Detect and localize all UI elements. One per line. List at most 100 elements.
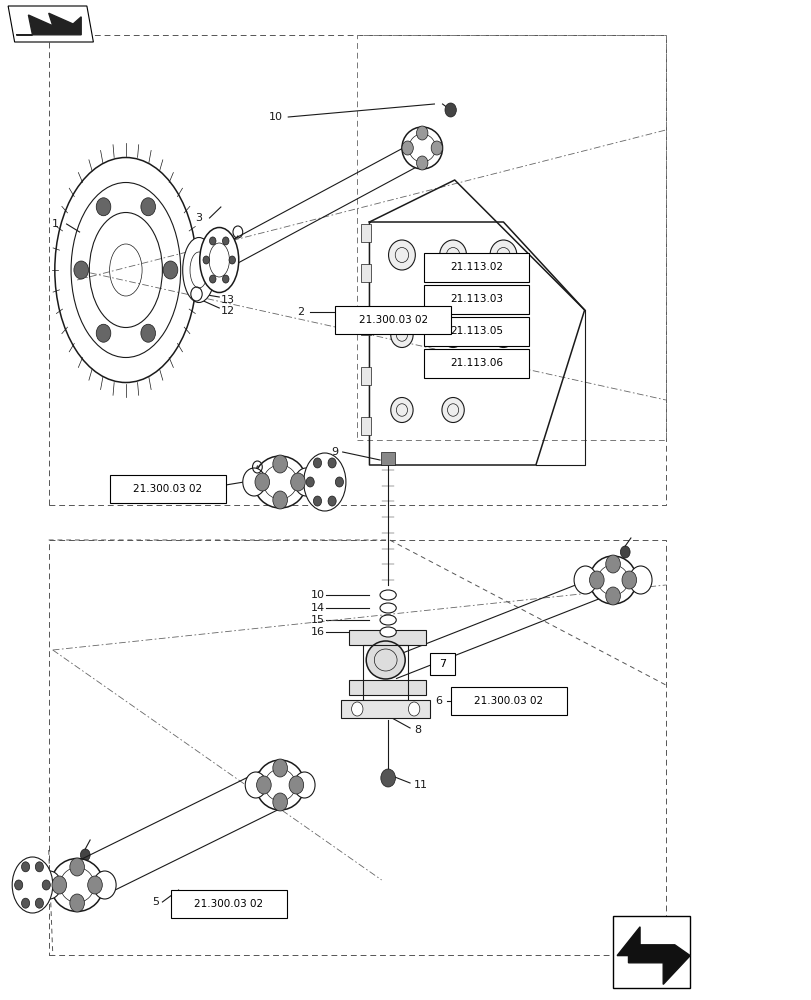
Text: 7: 7	[439, 659, 445, 669]
Ellipse shape	[50, 858, 104, 912]
Circle shape	[88, 876, 102, 894]
Ellipse shape	[441, 397, 464, 422]
Circle shape	[255, 473, 269, 491]
Ellipse shape	[441, 322, 464, 348]
Circle shape	[96, 324, 110, 342]
Circle shape	[222, 275, 229, 283]
Text: 21.113.06: 21.113.06	[449, 358, 503, 368]
Polygon shape	[16, 13, 81, 35]
Bar	[361, 224, 371, 242]
Circle shape	[209, 275, 216, 283]
Circle shape	[328, 458, 336, 468]
Ellipse shape	[401, 127, 442, 169]
Text: 10: 10	[311, 590, 324, 600]
Bar	[341, 700, 430, 718]
Circle shape	[621, 571, 636, 589]
Ellipse shape	[255, 760, 304, 810]
Bar	[361, 367, 371, 385]
Circle shape	[289, 776, 303, 794]
Circle shape	[35, 898, 43, 908]
Bar	[361, 417, 371, 435]
Bar	[170, 890, 286, 918]
Text: 1: 1	[52, 219, 58, 229]
Circle shape	[21, 898, 29, 908]
Circle shape	[15, 880, 23, 890]
Circle shape	[242, 468, 265, 496]
Text: 15: 15	[311, 615, 324, 625]
Ellipse shape	[366, 641, 405, 679]
Ellipse shape	[380, 627, 396, 637]
Circle shape	[351, 702, 363, 716]
Circle shape	[431, 141, 442, 155]
Circle shape	[380, 769, 395, 787]
Text: 10: 10	[268, 112, 283, 122]
Circle shape	[163, 261, 178, 279]
Text: 21.300.03 02: 21.300.03 02	[474, 696, 543, 706]
Circle shape	[245, 772, 266, 798]
Circle shape	[272, 793, 287, 811]
Ellipse shape	[390, 322, 413, 348]
Circle shape	[629, 566, 651, 594]
Circle shape	[272, 759, 287, 777]
Text: 14: 14	[311, 603, 324, 613]
Circle shape	[21, 862, 29, 872]
Text: 21.113.03: 21.113.03	[449, 294, 503, 304]
Circle shape	[140, 198, 155, 216]
Circle shape	[38, 871, 61, 899]
Text: 2: 2	[297, 307, 303, 317]
Bar	[109, 475, 225, 503]
Text: 21.113.05: 21.113.05	[449, 326, 503, 336]
Bar	[430, 653, 454, 675]
Circle shape	[140, 324, 155, 342]
Bar	[349, 680, 426, 695]
Circle shape	[256, 776, 271, 794]
Bar	[423, 253, 529, 282]
Bar	[423, 285, 529, 314]
Circle shape	[306, 477, 314, 487]
Circle shape	[294, 772, 315, 798]
Circle shape	[401, 141, 413, 155]
Circle shape	[80, 849, 90, 861]
Circle shape	[290, 473, 305, 491]
Circle shape	[42, 880, 50, 890]
Ellipse shape	[12, 857, 53, 913]
Ellipse shape	[380, 590, 396, 600]
Circle shape	[272, 491, 287, 509]
Circle shape	[620, 546, 629, 558]
Circle shape	[209, 237, 216, 245]
Text: 11: 11	[414, 780, 427, 790]
Circle shape	[272, 455, 287, 473]
Ellipse shape	[390, 397, 413, 422]
Circle shape	[573, 566, 596, 594]
Circle shape	[313, 458, 321, 468]
Polygon shape	[8, 6, 93, 42]
Ellipse shape	[491, 322, 514, 348]
Text: 16: 16	[311, 627, 324, 637]
Bar	[612, 916, 689, 988]
Circle shape	[589, 571, 603, 589]
Bar	[361, 317, 371, 335]
Text: 21.300.03 02: 21.300.03 02	[358, 315, 427, 325]
Ellipse shape	[182, 237, 215, 302]
Text: 3: 3	[195, 213, 202, 223]
Bar	[335, 306, 451, 334]
Ellipse shape	[589, 556, 636, 604]
Bar	[361, 264, 371, 282]
Bar	[349, 630, 426, 645]
Circle shape	[313, 496, 321, 506]
Ellipse shape	[380, 603, 396, 613]
Text: 4: 4	[214, 480, 221, 490]
Circle shape	[335, 477, 343, 487]
Text: 8: 8	[414, 725, 421, 735]
Circle shape	[328, 496, 336, 506]
Circle shape	[70, 858, 84, 876]
Text: 6: 6	[435, 696, 441, 706]
Circle shape	[74, 261, 88, 279]
Polygon shape	[616, 927, 689, 984]
Circle shape	[294, 468, 317, 496]
Bar	[450, 687, 566, 715]
Circle shape	[52, 876, 67, 894]
Circle shape	[229, 256, 235, 264]
Ellipse shape	[303, 453, 345, 511]
Circle shape	[416, 126, 427, 140]
